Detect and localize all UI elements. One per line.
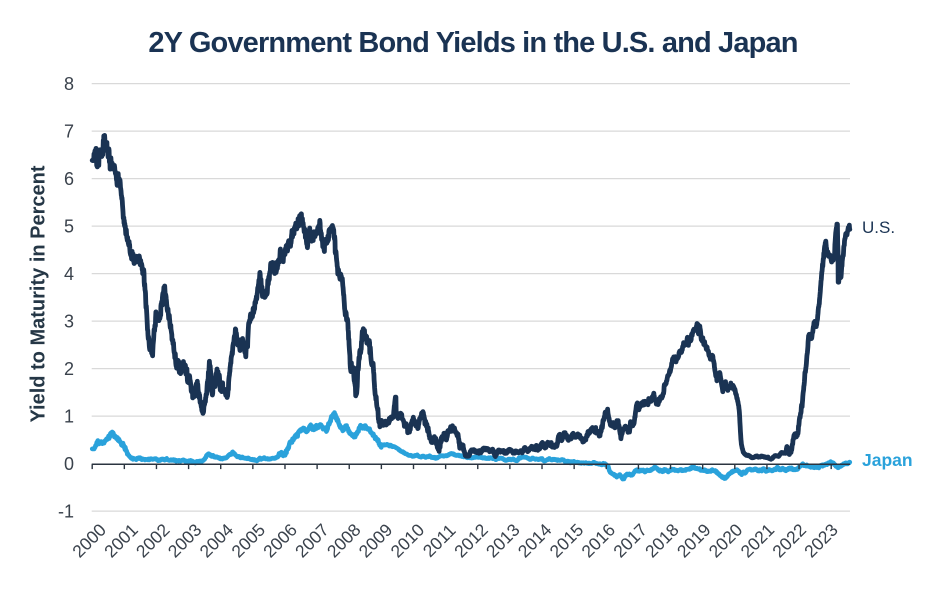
svg-text:Yield to Maturity in Percent: Yield to Maturity in Percent (28, 165, 50, 422)
svg-text:8: 8 (64, 74, 74, 94)
svg-text:2: 2 (64, 359, 74, 379)
svg-text:4: 4 (64, 264, 74, 284)
svg-text:U.S.: U.S. (862, 218, 895, 237)
svg-text:3: 3 (64, 312, 74, 332)
svg-text:0: 0 (64, 454, 74, 474)
svg-text:-1: -1 (58, 502, 74, 522)
svg-text:1: 1 (64, 407, 74, 427)
svg-text:6: 6 (64, 169, 74, 189)
svg-text:2Y Government Bond Yields in t: 2Y Government Bond Yields in the U.S. an… (148, 27, 797, 59)
svg-text:Japan: Japan (862, 450, 913, 470)
svg-text:7: 7 (64, 122, 74, 142)
svg-text:5: 5 (64, 217, 74, 237)
